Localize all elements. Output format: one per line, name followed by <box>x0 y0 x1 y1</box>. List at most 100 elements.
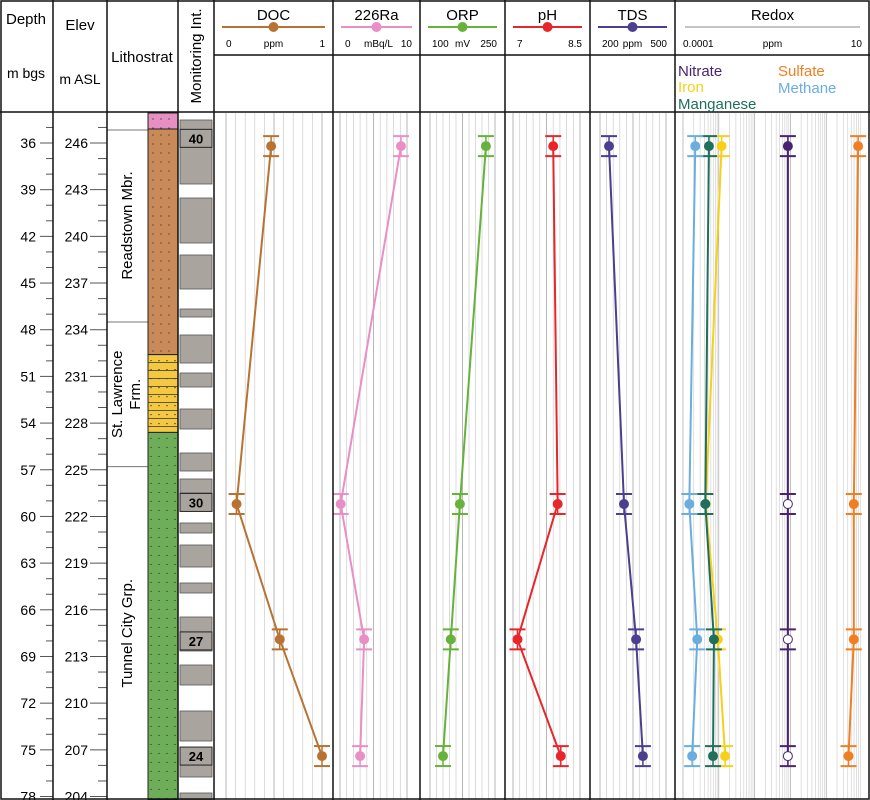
lithology-dot <box>158 671 160 674</box>
lithology-dot <box>152 152 154 154</box>
lithology-dot <box>150 369 152 371</box>
monitoring-casing-block <box>179 334 213 364</box>
depth-tick-label: 66 <box>20 602 36 618</box>
lithology-dot <box>168 224 170 226</box>
lithology-dot <box>174 698 176 701</box>
lithology-dot <box>158 725 160 728</box>
monitoring-interval-label: 24 <box>189 749 204 764</box>
lithology-dot <box>168 170 170 172</box>
lithology-dot <box>166 644 168 647</box>
series-line-manganese <box>704 146 715 757</box>
lithology-dot <box>152 341 154 343</box>
panel-min-label: 0.0001 <box>683 39 714 50</box>
panel-legend-marker <box>457 22 468 32</box>
lithology-dot <box>150 698 152 701</box>
depth-unit: m bgs <box>7 65 45 81</box>
lithology-dot <box>150 554 152 557</box>
lithology-dot <box>168 269 170 271</box>
lithology-dot <box>158 437 160 440</box>
lithology-dot <box>174 369 176 371</box>
panel-title-tds: TDS <box>618 7 648 24</box>
lithology-dot <box>160 118 162 120</box>
lithology-dot <box>174 396 176 398</box>
lithology-dot <box>168 260 170 262</box>
lithology-dot <box>160 278 162 280</box>
legend-sulfate: Sulfate <box>778 63 825 80</box>
lithology-dot <box>166 491 168 494</box>
depth-tick-label: 48 <box>20 322 36 338</box>
panel-min-label: 0 <box>226 39 232 50</box>
lithology-dot <box>174 590 176 593</box>
monitoring-casing-block <box>179 478 213 494</box>
series-line-ph <box>516 146 562 757</box>
data-point-orp <box>445 634 456 645</box>
lithology-dot <box>174 491 176 494</box>
data-point-226ra <box>355 751 366 762</box>
lithology-dot <box>152 170 154 172</box>
lithology-dot <box>158 464 160 467</box>
lithology-dot <box>174 536 176 539</box>
lithology-dot <box>150 590 152 593</box>
lithology-dot <box>158 414 160 416</box>
lithology-dot <box>174 770 176 773</box>
data-point-iron <box>720 751 731 762</box>
lithology-dot <box>174 518 176 521</box>
lithology-dot <box>168 233 170 235</box>
lithology-dot <box>160 314 162 316</box>
lithology-dot <box>152 188 154 190</box>
data-point-nitrate <box>782 751 793 762</box>
monitoring-title: Monitoring Int. <box>188 8 205 103</box>
lithology-dot <box>166 581 168 584</box>
data-point-tds <box>618 498 629 509</box>
lithology-dot <box>168 143 170 145</box>
lithology-dot <box>168 278 170 280</box>
lithology-dot <box>150 788 152 791</box>
series-line-methane <box>688 146 699 757</box>
legend-methane: Methane <box>778 80 836 97</box>
lithology-dot <box>166 464 168 467</box>
lithology-dot <box>174 671 176 674</box>
lithology-dot <box>160 260 162 262</box>
lithology-dot <box>152 260 154 262</box>
lithology-dot <box>168 305 170 307</box>
elev-tick-label: 204 <box>65 789 89 800</box>
lithology-dot <box>158 554 160 557</box>
lithology-dot <box>160 233 162 235</box>
monitoring-casing-block <box>179 372 213 388</box>
data-point-tds <box>637 751 648 762</box>
lithology-dot <box>158 396 160 398</box>
lithology-dot <box>158 563 160 566</box>
lithology-dot <box>158 405 160 407</box>
lithology-dot <box>174 387 176 389</box>
legend-manganese: Manganese <box>678 96 756 113</box>
elev-tick-label: 225 <box>65 462 89 478</box>
data-point-doc <box>274 634 285 645</box>
data-point-doc <box>317 751 327 762</box>
lithology-dot <box>160 161 162 163</box>
lithology-dot <box>152 127 154 129</box>
lithology-dot <box>158 680 160 683</box>
lithology-dot <box>152 287 154 289</box>
lithology-dot <box>168 127 170 129</box>
lithology-dot <box>160 134 162 136</box>
lithology-dot <box>166 635 168 638</box>
lithology-dot <box>166 509 168 512</box>
lithology-dot <box>158 653 160 656</box>
lithology-dot <box>158 716 160 719</box>
lithology-dot <box>174 662 176 665</box>
lithology-dot <box>150 437 152 440</box>
depth-tick-label: 54 <box>20 415 36 431</box>
lithology-dot <box>166 446 168 449</box>
lithology-dot <box>174 752 176 755</box>
panel-legend-marker <box>371 22 382 32</box>
lithology-dot <box>152 251 154 253</box>
lithology-dot <box>150 527 152 530</box>
lithology-dot <box>158 446 160 449</box>
lithology-dot <box>174 689 176 692</box>
lithology-brown <box>147 128 179 356</box>
lithology-dot <box>174 405 176 407</box>
monitoring-casing-block <box>179 254 213 290</box>
lithology-dot <box>160 152 162 154</box>
panel-legend-marker <box>542 22 553 32</box>
